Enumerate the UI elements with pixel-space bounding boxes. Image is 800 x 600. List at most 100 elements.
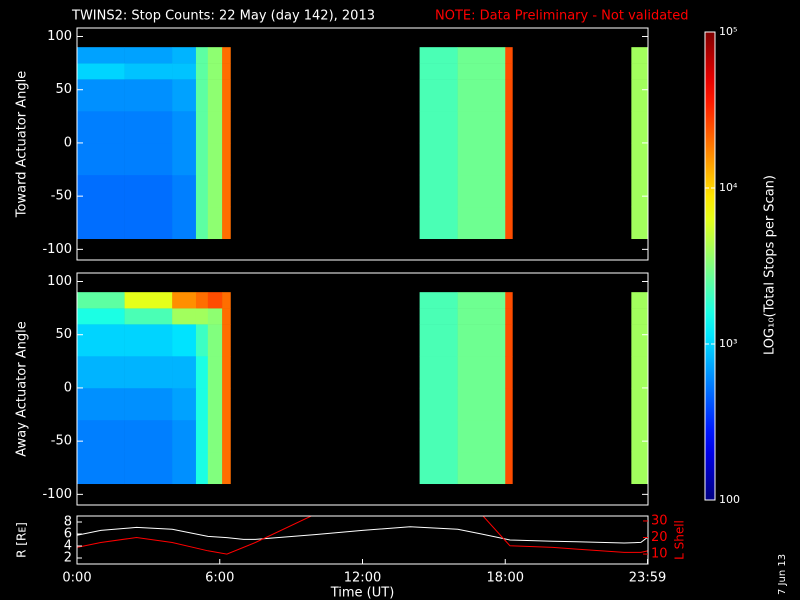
plot-lines xyxy=(77,516,648,555)
y-axis-label: R [Rᴇ] xyxy=(15,522,29,558)
y-tick-label: -50 xyxy=(51,434,72,449)
heatmap-cell xyxy=(207,419,223,453)
heatmap-cell xyxy=(124,47,173,64)
heatmap-cell xyxy=(172,356,197,389)
heatmap-cell xyxy=(631,387,649,421)
heatmap-cell xyxy=(457,79,506,112)
heatmap-cell xyxy=(457,142,506,176)
heatmap-cell xyxy=(195,292,209,309)
heatmap-cell xyxy=(419,419,458,453)
heatmap-cell xyxy=(77,111,125,144)
heatmap-cell xyxy=(172,324,197,357)
heatmap-cell xyxy=(457,206,506,240)
heatmap-cell xyxy=(222,356,231,389)
y-tick-label: 50 xyxy=(55,327,72,342)
heatmap-cell xyxy=(222,292,231,309)
colorbar-tick-label: 10⁴ xyxy=(719,181,738,194)
colorbar-tick-label: 100 xyxy=(719,493,740,506)
note: NOTE: Data Preliminary - Not validated xyxy=(435,9,689,24)
heatmap-cell xyxy=(505,292,513,309)
heatmap-cell xyxy=(124,451,173,485)
heatmap-cell xyxy=(124,356,173,389)
x-tick-label: 6:00 xyxy=(205,571,234,586)
heatmap-cell xyxy=(124,419,173,453)
y-tick-label: 6 xyxy=(64,527,72,542)
heatmap-cell xyxy=(457,356,506,389)
y-tick-label: -50 xyxy=(51,189,72,204)
heatmap-cell xyxy=(195,451,209,485)
heatmap-cell xyxy=(631,79,649,112)
heatmap-cell xyxy=(207,308,223,325)
heatmap-cell xyxy=(195,356,209,389)
heatmap-cell xyxy=(207,111,223,144)
heatmap-cell xyxy=(124,324,173,357)
heatmap-cell xyxy=(195,79,209,112)
heatmap-cell xyxy=(195,63,209,80)
heatmap-cell xyxy=(207,292,223,309)
heatmap-cell xyxy=(419,63,458,80)
heatmap-cell xyxy=(77,356,125,389)
series-line xyxy=(77,516,648,555)
heatmap-cell xyxy=(631,174,649,208)
y-tick-label: 50 xyxy=(55,82,72,97)
heatmap-cell xyxy=(419,451,458,485)
heatmap-cell xyxy=(172,79,197,112)
title: TWINS2: Stop Counts: 22 May (day 142), 2… xyxy=(71,9,375,24)
heatmap-cell xyxy=(457,63,506,80)
heatmap-cell xyxy=(124,174,173,208)
heatmap-cell xyxy=(631,206,649,240)
x-tick-label: 12:00 xyxy=(344,571,381,586)
heatmap-cell xyxy=(505,356,513,389)
heatmap-cell xyxy=(77,387,125,421)
y-axis-label: L Shell xyxy=(673,520,687,560)
heatmap-cell xyxy=(124,292,173,309)
y2-tick-label: 20 xyxy=(651,530,668,545)
heatmap-cell xyxy=(207,324,223,357)
heatmap-cell xyxy=(77,419,125,453)
heatmap-cell xyxy=(505,308,513,325)
heatmap-cell xyxy=(505,419,513,453)
heatmap-cell xyxy=(124,111,173,144)
y-tick-label: 4 xyxy=(64,539,72,554)
heatmap-cell xyxy=(419,47,458,64)
heatmap-cell xyxy=(172,63,197,80)
y2-tick-label: 30 xyxy=(651,513,668,528)
heatmap-cell xyxy=(222,451,231,485)
heatmap-cell xyxy=(124,308,173,325)
heatmap-cell xyxy=(172,387,197,421)
heatmap-cell xyxy=(207,63,223,80)
axis-box xyxy=(76,27,649,261)
heatmap-cell xyxy=(631,292,649,309)
heatmap-cell xyxy=(195,206,209,240)
heatmap-cell xyxy=(457,174,506,208)
axis-box xyxy=(76,272,649,506)
heatmap-cell xyxy=(222,206,231,240)
y-axis-label: Away Actuator Angle xyxy=(15,321,30,456)
heatmap-cell xyxy=(207,47,223,64)
heatmap-cell xyxy=(195,308,209,325)
heatmap-cell xyxy=(222,324,231,357)
heatmap-cell xyxy=(419,174,458,208)
heatmap-cell xyxy=(457,308,506,325)
heatmap-cell xyxy=(631,142,649,176)
heatmap-cell xyxy=(457,387,506,421)
colorbar-tick-label: 10⁵ xyxy=(719,25,737,38)
y-tick-label: 8 xyxy=(64,515,72,530)
heatmap-cell xyxy=(419,206,458,240)
heatmap-cell xyxy=(195,324,209,357)
heatmap-cell xyxy=(419,324,458,357)
heatmap-cell xyxy=(172,111,197,144)
heatmap-cell xyxy=(505,63,513,80)
heatmap-cell xyxy=(222,111,231,144)
heatmap-cell xyxy=(419,308,458,325)
heatmap-cell xyxy=(172,174,197,208)
heatmap-cell xyxy=(505,79,513,112)
heatmap-cell xyxy=(207,356,223,389)
heatmap-cell xyxy=(172,419,197,453)
heatmap-cell xyxy=(172,292,197,309)
heatmap-cell xyxy=(207,206,223,240)
heatmap-cell xyxy=(631,111,649,144)
heatmap-cell xyxy=(172,308,197,325)
heatmap-cell xyxy=(124,206,173,240)
heatmap-cell xyxy=(77,324,125,357)
